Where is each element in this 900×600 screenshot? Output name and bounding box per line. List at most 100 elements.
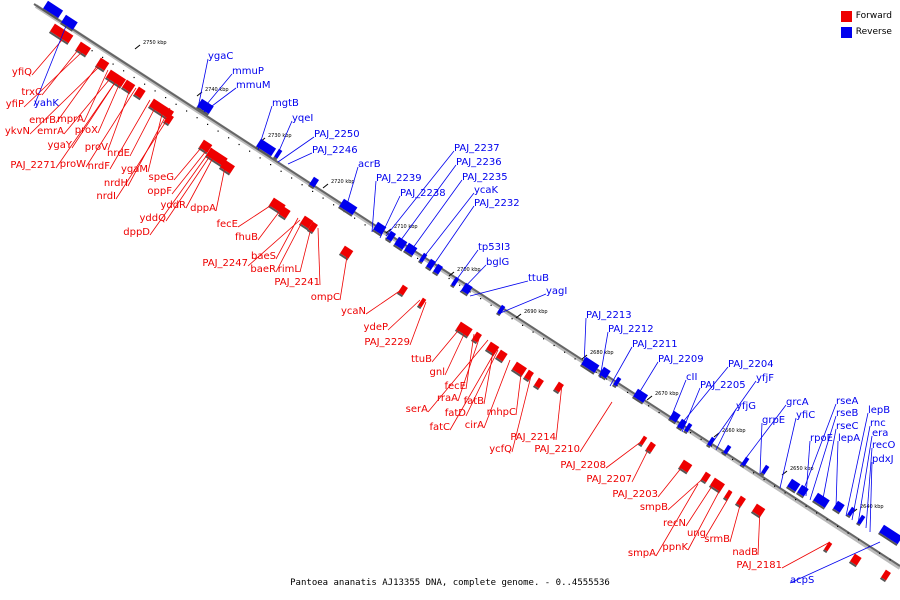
gene-label: fatC (429, 422, 450, 433)
gene-label: yddR (160, 200, 186, 211)
gene-label: rseC (836, 421, 858, 432)
forward-gene-block (510, 361, 527, 378)
ruler-dot (165, 97, 167, 99)
ruler-dot (879, 552, 881, 554)
leader-line (781, 541, 831, 569)
gene-label: yddQ (140, 213, 167, 224)
forward-swatch (840, 10, 852, 22)
ruler-dot (133, 76, 135, 79)
gene-label: PAJ_2205 (700, 380, 746, 391)
gene-label: PAJ_2232 (474, 198, 520, 209)
leader-line (29, 65, 101, 135)
leader-line (429, 205, 475, 271)
leader-line (23, 51, 83, 108)
reverse-gene-block (832, 500, 845, 515)
leader-line (299, 223, 313, 273)
reverse-swatch (840, 26, 852, 38)
leader-line (339, 249, 349, 301)
gene-label: fatB (464, 396, 485, 407)
leader-line (419, 192, 475, 263)
gene-label: mmuP (232, 66, 264, 77)
leader-line (237, 201, 277, 228)
leader-line (63, 73, 115, 135)
gene-label: PAJ_2213 (586, 310, 632, 321)
reverse-gene-block (403, 242, 418, 258)
gene-label: PAJ_2236 (456, 157, 502, 168)
leader-line (431, 325, 463, 363)
ruler-dot (511, 318, 513, 320)
leader-line (409, 179, 463, 253)
gene-label: PAJ_2239 (376, 173, 422, 184)
leader-line (203, 87, 237, 113)
genome-caption: Pantoea ananatis AJ13355 DNA, complete g… (290, 578, 610, 588)
tick-label: 2680 kbp (590, 350, 614, 356)
gene-label: nrdI (96, 191, 116, 202)
leader-line (185, 151, 217, 209)
gene-label: baeR (250, 264, 276, 275)
ruler-dot (606, 378, 608, 380)
leader-line (685, 479, 717, 527)
reverse-gene-block (632, 388, 649, 405)
leader-line (107, 83, 133, 151)
leader-line (857, 435, 873, 525)
ruler-dot (364, 224, 366, 226)
gene-label: lepA (838, 433, 860, 444)
gene-label: rraA (437, 393, 458, 404)
gene-label: ykvN (5, 126, 30, 137)
leader-line (451, 249, 479, 287)
ruler-dot (616, 385, 618, 387)
leader-line (317, 227, 321, 286)
forward-gene-block (120, 79, 136, 95)
gene-label: yfiC (796, 410, 815, 421)
leader-line (371, 180, 377, 233)
gene-label: era (872, 428, 888, 439)
tick-mark (134, 44, 141, 50)
leader-line (469, 280, 529, 297)
gene-label: ygaM (121, 164, 148, 175)
leader-line (605, 437, 647, 469)
gene-label: ppnK (662, 542, 688, 553)
ruler-dot (690, 432, 692, 434)
gene-label: ttuB (528, 273, 549, 284)
gene-label: PAJ_2214 (510, 432, 556, 443)
gene-label: PAJ_2246 (312, 145, 358, 156)
reverse-gene-block (706, 436, 716, 449)
reverse-gene-block (580, 356, 600, 375)
ruler-dot (280, 170, 282, 172)
forward-gene-block (298, 215, 314, 231)
forward-gene-block (147, 98, 175, 121)
reverse-gene-block (846, 506, 856, 519)
forward-gene-block (637, 435, 648, 448)
gene-label: nrdF (88, 161, 111, 172)
leader-line (511, 371, 533, 453)
reverse-gene-block (385, 230, 397, 244)
leader-line (789, 541, 881, 584)
leader-line (579, 401, 613, 453)
gene-label: recN (663, 518, 686, 529)
ruler-dot (322, 197, 324, 199)
leader-line (275, 120, 293, 159)
gene-label: grpE (762, 415, 785, 426)
ruler-dot (711, 445, 713, 447)
gene-label: serA (406, 404, 428, 415)
gene-label: smpB (640, 502, 668, 513)
gene-label: PAJ_2238 (400, 188, 446, 199)
ruler-dot (889, 559, 891, 561)
gene-label: PAJ_2250 (314, 129, 360, 140)
gene-label: PAJ_2229 (364, 337, 410, 348)
forward-gene-block (822, 541, 833, 554)
gene-label: tp53I3 (478, 242, 510, 253)
leader-line (247, 219, 301, 267)
ruler-dot (522, 324, 524, 326)
ruler-dot (574, 358, 576, 360)
ruler-dot (301, 184, 303, 186)
gene-label: PAJ_2212 (608, 324, 654, 335)
forward-gene-block (132, 86, 146, 101)
ruler-dot (837, 525, 839, 527)
forward-gene-block (722, 489, 733, 502)
gene-label: nrdH (104, 178, 128, 189)
leader-line (801, 403, 837, 495)
ruler-dot (354, 217, 356, 219)
gene-label: ygaY (47, 140, 72, 151)
